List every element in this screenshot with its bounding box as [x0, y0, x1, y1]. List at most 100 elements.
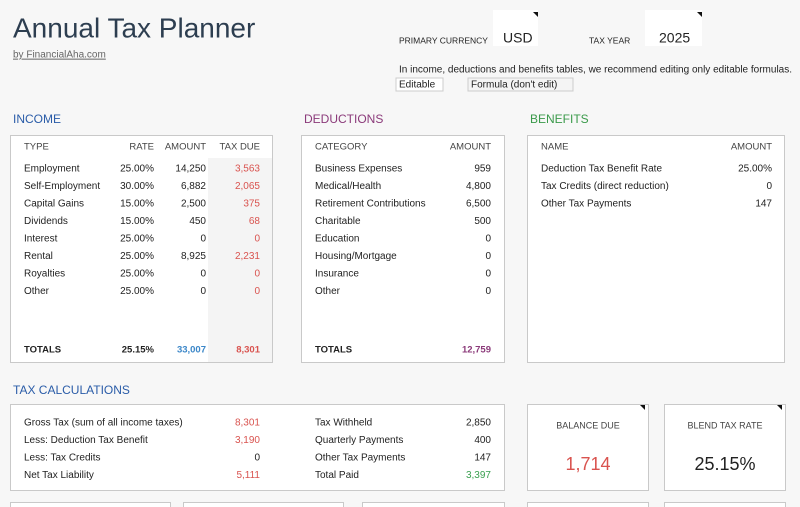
calc-label: Net Tax Liability: [24, 470, 94, 481]
calc-label: Tax Withheld: [315, 418, 372, 429]
note: In income, deductions and benefits table…: [399, 65, 792, 76]
column-header: CATEGORY: [315, 142, 368, 153]
cell: 0: [200, 269, 206, 280]
cell: Royalties: [24, 269, 65, 280]
cell: 0: [254, 234, 260, 245]
cell: Other: [24, 286, 50, 297]
cell: 450: [189, 216, 206, 227]
calc-value: 0: [254, 453, 260, 464]
section-title: DEDUCTIONS: [304, 112, 383, 126]
panel-partial: [10, 502, 171, 507]
calc-label: Other Tax Payments: [315, 453, 405, 464]
calc-value: 8,301: [235, 418, 260, 429]
blend-panel: [664, 404, 786, 491]
cell: Retirement Contributions: [315, 199, 426, 210]
section-title: TAX CALCULATIONS: [13, 383, 130, 397]
cell: 15.00%: [120, 216, 154, 227]
cell: 0: [200, 286, 206, 297]
calc-value: 400: [474, 435, 491, 446]
cell: Insurance: [315, 269, 359, 280]
column-header: TYPE: [24, 142, 49, 153]
column-header: TAX DUE: [220, 142, 260, 153]
cell: 25.00%: [120, 234, 154, 245]
panel-partial: [527, 502, 649, 507]
cell: Medical/Health: [315, 181, 381, 192]
calc-label: Quarterly Payments: [315, 435, 403, 446]
cell: 30.00%: [120, 181, 154, 192]
total-cell: 25.15%: [122, 345, 155, 356]
calc-value: 5,111: [236, 470, 260, 481]
cell: 959: [474, 164, 491, 175]
kpi-label: BLEND TAX RATE: [687, 420, 762, 430]
calc-label: Less: Tax Credits: [24, 453, 101, 464]
cell: 25.00%: [120, 251, 154, 262]
section-title: BENEFITS: [530, 112, 589, 126]
balance-panel: [527, 404, 649, 491]
benefits-panel: [527, 135, 785, 363]
tax-year-label: TAX YEAR: [589, 35, 630, 45]
cell: 68: [249, 216, 261, 227]
calc-value: 147: [474, 453, 491, 464]
kpi-value: 25.15%: [694, 454, 755, 474]
calc-value: 2,850: [466, 418, 491, 429]
calc-label: Less: Deduction Tax Benefit: [24, 435, 148, 446]
calc-panel: [10, 404, 505, 491]
cell: 0: [254, 269, 260, 280]
cell: 25.00%: [738, 164, 772, 175]
column-header: AMOUNT: [450, 142, 491, 153]
panel-partial: [362, 502, 505, 507]
cell: Deduction Tax Benefit Rate: [541, 164, 662, 175]
cell: Tax Credits (direct reduction): [541, 181, 669, 192]
column-header: NAME: [541, 142, 568, 153]
cell: 25.00%: [120, 286, 154, 297]
cell: Education: [315, 234, 359, 245]
column-header: AMOUNT: [731, 142, 772, 153]
cell: 6,882: [181, 181, 206, 192]
section-title: INCOME: [13, 112, 61, 126]
legend-editable: [395, 77, 444, 92]
cell: 500: [474, 216, 491, 227]
cell: Interest: [24, 234, 58, 245]
cell: Other: [315, 286, 341, 297]
cell: 4,800: [466, 181, 491, 192]
cell: 8,925: [181, 251, 206, 262]
calc-value: 3,397: [466, 470, 491, 481]
corner-marker: [697, 12, 702, 17]
byline[interactable]: by FinancialAha.com: [13, 50, 106, 61]
currency-input[interactable]: [493, 10, 538, 46]
legend-formula: [467, 77, 574, 92]
corner-marker: [533, 12, 538, 17]
cell: 14,250: [175, 164, 206, 175]
cell: 0: [485, 234, 491, 245]
cell: Dividends: [24, 216, 68, 227]
calc-value: 3,190: [235, 435, 260, 446]
tax-year-value[interactable]: 2025: [659, 30, 690, 46]
formula-column: [208, 158, 272, 362]
cell: Housing/Mortgage: [315, 251, 397, 262]
column-header: AMOUNT: [165, 142, 206, 153]
panel-partial: [183, 502, 344, 507]
cell: 0: [485, 269, 491, 280]
cell: 0: [766, 181, 772, 192]
cell: 2,231: [235, 251, 260, 262]
currency-value[interactable]: USD: [503, 30, 533, 46]
currency-label: PRIMARY CURRENCY: [399, 35, 488, 45]
cell: 2,500: [181, 199, 206, 210]
calc-label: Total Paid: [315, 470, 359, 481]
legend-label: Editable: [399, 80, 436, 91]
cell: 3,563: [235, 164, 260, 175]
kpi-value: 1,714: [565, 454, 610, 474]
corner-marker: [640, 405, 645, 410]
cell: 147: [755, 199, 772, 210]
cell: 0: [254, 286, 260, 297]
cell: Charitable: [315, 216, 361, 227]
tax-year-input[interactable]: [645, 10, 702, 46]
cell: Business Expenses: [315, 164, 402, 175]
cell: 2,065: [235, 181, 260, 192]
cell: Capital Gains: [24, 199, 84, 210]
cell: 6,500: [466, 199, 491, 210]
cell: Rental: [24, 251, 53, 262]
total-cell: 12,759: [462, 345, 491, 356]
deductions-panel: [301, 135, 505, 363]
